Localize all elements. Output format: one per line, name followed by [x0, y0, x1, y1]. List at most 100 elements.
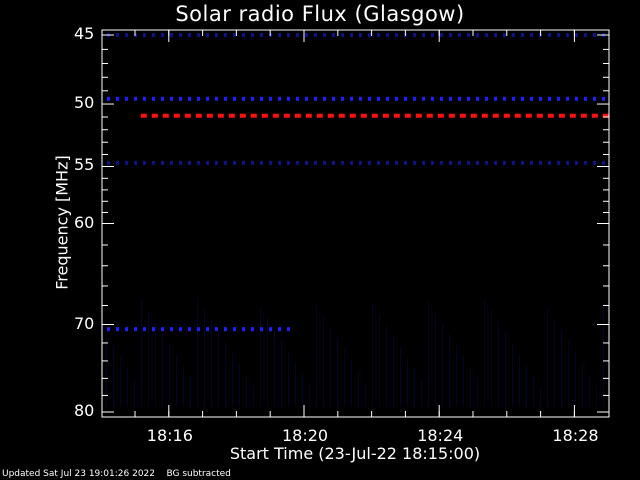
- band-mark-3: [530, 160, 533, 165]
- band-mark-3: [494, 160, 497, 165]
- band-mark-4: [575, 33, 578, 37]
- band-mark-4: [179, 33, 182, 37]
- band-mark-3: [557, 160, 560, 165]
- band-mark-4: [296, 33, 299, 37]
- band-mark-1: [215, 96, 218, 101]
- band-mark-3: [440, 160, 443, 165]
- noise-streak: [393, 336, 394, 407]
- band-mark-0: [349, 113, 356, 118]
- noise-streak: [323, 316, 324, 407]
- noise-streak: [148, 311, 149, 407]
- band-mark-2: [242, 327, 245, 332]
- band-mark-4: [314, 33, 317, 37]
- band-mark-3: [575, 160, 578, 165]
- band-mark-3: [602, 160, 605, 165]
- band-mark-0: [470, 113, 477, 118]
- noise-streak: [365, 382, 366, 407]
- band-mark-4: [440, 33, 443, 37]
- band-mark-0: [360, 113, 367, 118]
- band-mark-1: [323, 96, 326, 101]
- band-mark-1: [161, 96, 164, 101]
- band-mark-4: [386, 33, 389, 37]
- band-mark-4: [395, 33, 398, 37]
- band-mark-0: [151, 113, 158, 118]
- noise-streak: [330, 327, 331, 407]
- band-mark-1: [413, 96, 416, 101]
- band-mark-1: [566, 96, 569, 101]
- band-mark-0: [602, 113, 609, 118]
- band-mark-0: [162, 113, 169, 118]
- noise-streak: [554, 319, 555, 407]
- band-mark-0: [195, 113, 202, 118]
- band-mark-0: [382, 113, 389, 118]
- noise-streak: [519, 354, 520, 407]
- noise-streak: [442, 323, 443, 407]
- band-mark-0: [404, 113, 411, 118]
- band-mark-0: [316, 113, 323, 118]
- noise-streak: [190, 377, 191, 407]
- noise-streak: [183, 366, 184, 407]
- band-mark-2: [179, 327, 182, 332]
- noise-streak: [120, 357, 121, 407]
- chart-title: Solar radio Flux (Glasgow): [175, 2, 465, 26]
- noise-streak: [288, 351, 289, 407]
- band-mark-4: [125, 33, 128, 37]
- band-mark-3: [593, 160, 596, 165]
- noise-streak: [218, 331, 219, 407]
- band-mark-0: [503, 113, 510, 118]
- y-tick-label: 80: [74, 401, 95, 420]
- band-mark-1: [386, 96, 389, 101]
- band-mark-1: [350, 96, 353, 101]
- band-mark-3: [260, 160, 263, 165]
- band-mark-1: [494, 96, 497, 101]
- noise-streak: [316, 305, 317, 407]
- band-mark-1: [242, 96, 245, 101]
- band-mark-0: [305, 113, 312, 118]
- band-mark-3: [341, 160, 344, 165]
- band-mark-3: [233, 160, 236, 165]
- band-mark-3: [134, 160, 137, 165]
- band-mark-1: [179, 96, 182, 101]
- band-mark-4: [116, 33, 119, 37]
- band-mark-4: [476, 33, 479, 37]
- band-mark-4: [287, 33, 290, 37]
- band-mark-1: [287, 96, 290, 101]
- noise-streak: [505, 332, 506, 407]
- band-mark-3: [143, 160, 146, 165]
- band-mark-0: [338, 113, 345, 118]
- band-mark-3: [269, 160, 272, 165]
- band-mark-1: [134, 96, 137, 101]
- noise-streak: [526, 365, 527, 407]
- band-mark-4: [548, 33, 551, 37]
- noise-streak: [337, 338, 338, 407]
- band-mark-4: [377, 33, 380, 37]
- band-mark-1: [125, 96, 128, 101]
- band-mark-3: [305, 160, 308, 165]
- band-mark-3: [386, 160, 389, 165]
- band-mark-4: [512, 33, 515, 37]
- band-mark-3: [287, 160, 290, 165]
- band-mark-0: [327, 113, 334, 118]
- band-mark-1: [143, 96, 146, 101]
- noise-streak: [575, 352, 576, 407]
- band-mark-0: [591, 113, 598, 118]
- band-mark-4: [449, 33, 452, 37]
- x-tick-label: 18:20: [282, 426, 329, 445]
- noise-streak: [155, 322, 156, 407]
- band-mark-4: [323, 33, 326, 37]
- band-mark-0: [228, 113, 235, 118]
- noise-streak: [162, 333, 163, 407]
- band-mark-1: [512, 96, 515, 101]
- noise-streak: [106, 335, 107, 407]
- noise-streak: [582, 363, 583, 407]
- band-mark-3: [206, 160, 209, 165]
- band-mark-4: [251, 33, 254, 37]
- band-mark-3: [539, 160, 542, 165]
- band-mark-3: [521, 160, 524, 165]
- noise-streak: [267, 318, 268, 407]
- band-mark-4: [485, 33, 488, 37]
- band-mark-0: [547, 113, 554, 118]
- band-mark-3: [278, 160, 281, 165]
- band-mark-3: [116, 160, 119, 165]
- noise-streak: [547, 308, 548, 407]
